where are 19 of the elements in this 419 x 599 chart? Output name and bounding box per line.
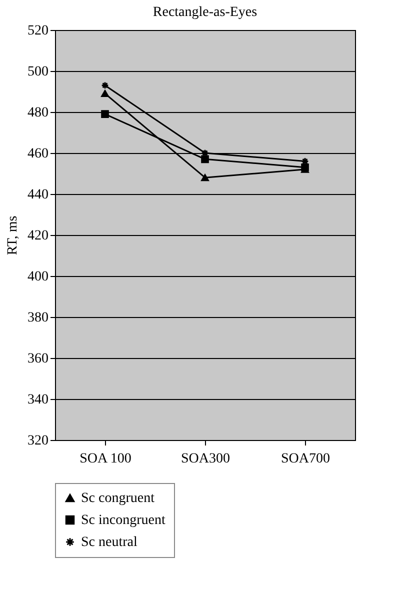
y-tick-label: 320 [28, 434, 48, 448]
x-tick-label: SOA300 [180, 452, 230, 466]
y-tick-label: 340 [28, 392, 48, 408]
legend-label: Sc congruent [81, 491, 155, 506]
y-tick-label: 460 [28, 146, 48, 162]
y-tick-label: 500 [28, 64, 48, 80]
chart-title: Rectangle-as-Eyes [152, 5, 258, 20]
y-tick-label: 420 [28, 228, 48, 244]
x-tick-label: SOA700 [280, 452, 330, 466]
x-tick-label: SOA 100 [80, 452, 132, 466]
legend-label: Sc incongruent [81, 513, 166, 528]
y-tick-label: 400 [28, 270, 48, 284]
y-tick-label: 380 [28, 310, 48, 326]
y-tick-label: 440 [28, 188, 48, 202]
legend-label: Sc neutral [81, 535, 138, 550]
y-tick-label: 360 [28, 352, 48, 366]
y-axis-title: RT, ms [6, 216, 20, 256]
y-tick-label: 480 [28, 106, 48, 120]
y-tick-label: 520 [28, 24, 48, 38]
